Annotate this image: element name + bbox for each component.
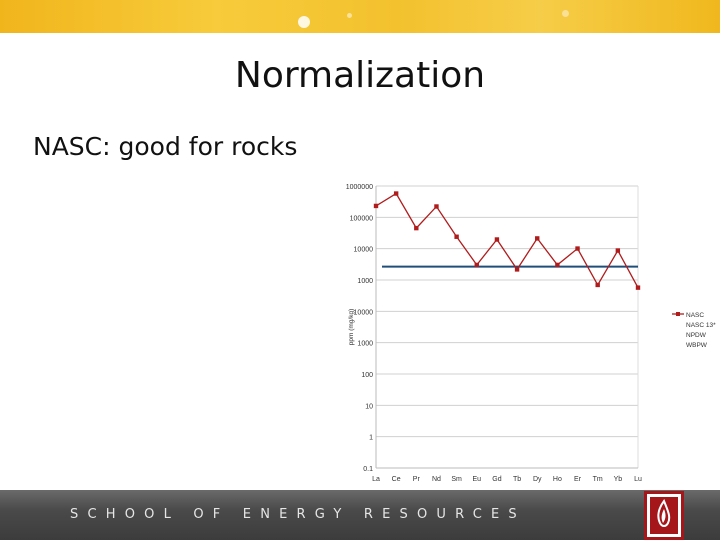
x-tick-label: Lu xyxy=(634,476,642,483)
banner-light-spot xyxy=(562,10,569,17)
y-axis-label: ppm (mg/kg) xyxy=(348,309,355,345)
chart-svg: 1000000 100000 10000 1000 10000 1000 100 10 1 0.1… xyxy=(346,184,716,483)
legend-entry: NASC xyxy=(686,312,704,319)
data-point-nasc xyxy=(393,191,399,196)
x-tick-label: Dy xyxy=(533,476,542,483)
y-tick-label: 1 xyxy=(369,435,373,442)
series-line-nasc xyxy=(375,192,639,288)
x-tick-label: Nd xyxy=(432,476,441,483)
x-tick-label: Sm xyxy=(451,476,462,483)
y-tick-label: 10000 xyxy=(354,247,374,254)
x-tick-label: Er xyxy=(574,476,582,483)
legend-entry: NPDW xyxy=(686,332,707,339)
x-tick-label: Ce xyxy=(392,476,401,483)
data-point-nasc xyxy=(373,203,379,209)
legend-entry: WBPW xyxy=(686,342,708,349)
data-point-nasc xyxy=(575,246,580,251)
x-tick-label: La xyxy=(372,476,380,483)
y-tick-label: 1000 xyxy=(357,278,373,285)
legend-entry: NASC 13* xyxy=(686,322,716,329)
y-tick-label: 0.1 xyxy=(363,466,373,473)
top-banner xyxy=(0,0,720,33)
x-tick-label: Eu xyxy=(472,476,481,483)
data-point-nasc xyxy=(514,267,520,272)
y-tick-label: 10000 xyxy=(354,309,374,316)
y-tick-label: 1000 xyxy=(357,341,373,348)
banner-light-spot xyxy=(347,13,352,18)
y-tick-label: 100000 xyxy=(350,215,373,222)
data-point-nasc xyxy=(454,234,459,239)
x-tick-label: Tb xyxy=(513,476,521,483)
x-tick-label: Pr xyxy=(413,476,421,483)
x-tick-label: Yb xyxy=(614,476,623,483)
slide-title: Normalization xyxy=(234,55,486,96)
data-point-nasc xyxy=(595,282,600,288)
data-point-nasc xyxy=(474,262,479,268)
legend-swatch-marker xyxy=(676,312,680,316)
footer-text: SCHOOL OF ENERGY RESOURCES xyxy=(70,507,526,522)
x-tick-label: Gd xyxy=(492,476,501,483)
y-tick-label: 100 xyxy=(361,372,373,379)
banner-light-spot xyxy=(298,16,310,28)
data-point-nasc xyxy=(535,236,540,241)
y-tick-label: 10 xyxy=(365,403,373,410)
bullet-text: NASC: good for rocks xyxy=(33,132,298,161)
footer-bar: SCHOOL OF ENERGY RESOURCES xyxy=(0,490,720,540)
data-point-nasc xyxy=(414,225,419,231)
flame-logo-icon xyxy=(644,491,684,540)
x-tick-label: Tm xyxy=(593,476,603,483)
data-point-nasc xyxy=(635,285,641,290)
data-point-nasc xyxy=(434,204,439,209)
data-point-nasc xyxy=(494,237,500,242)
ree-chart: 1000000 100000 10000 1000 10000 1000 100 10 1 0.1… xyxy=(330,175,720,487)
data-point-nasc xyxy=(615,248,621,253)
y-tick-label: 1000000 xyxy=(346,184,373,191)
data-point-nasc xyxy=(555,262,560,268)
x-tick-label: Ho xyxy=(553,476,562,483)
